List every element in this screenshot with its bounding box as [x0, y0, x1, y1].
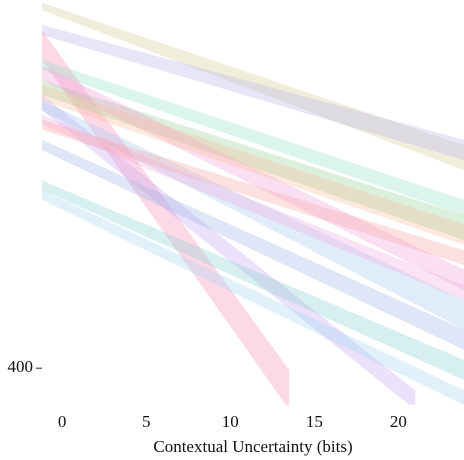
- confidence-band: [42, 80, 464, 241]
- confidence-band: [42, 94, 416, 405]
- plot-area: [42, 2, 464, 405]
- confidence-band: [42, 115, 464, 301]
- x-tick-label: 5: [142, 412, 151, 431]
- x-tick-label: 0: [58, 412, 67, 431]
- confidence-band: [42, 30, 290, 405]
- x-tick-label: 15: [306, 412, 323, 431]
- confidence-band: [42, 119, 464, 266]
- confidence-band: [42, 180, 464, 381]
- confidence-band: [42, 59, 464, 216]
- x-tick-label: 10: [222, 412, 239, 431]
- confidence-band: [42, 100, 464, 330]
- y-tick-label: 400: [8, 357, 34, 376]
- x-axis-label: Contextual Uncertainty (bits): [153, 437, 352, 456]
- confidence-band: [42, 2, 464, 171]
- confidence-band: [42, 139, 464, 350]
- confidence-band: [42, 189, 464, 405]
- confidence-band: [42, 84, 464, 245]
- confidence-band: [42, 24, 464, 161]
- confidence-band: [42, 65, 464, 290]
- x-tick-label: 20: [390, 412, 407, 431]
